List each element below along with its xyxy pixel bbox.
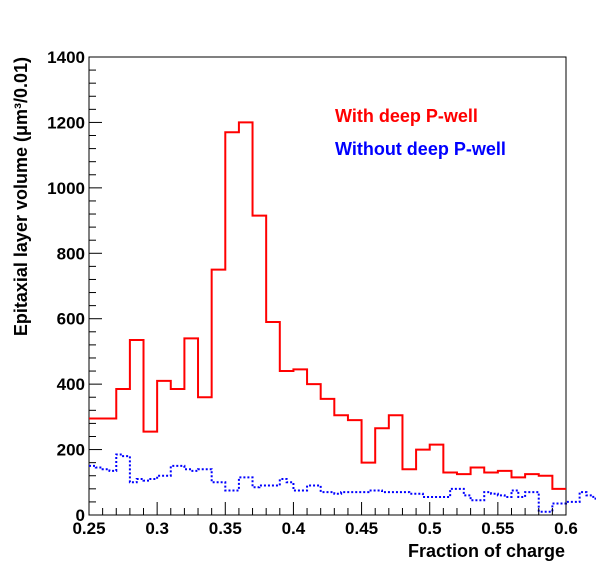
y-tick-label: 200	[57, 441, 85, 460]
y-tick-label: 600	[57, 310, 85, 329]
y-tick-label: 400	[57, 375, 85, 394]
x-tick-label: 0.6	[554, 519, 578, 538]
axes-layer: 0.25 0.3 0.35 0.4 0.45 0.5 0.55 0.6 0 200 400 600 80…	[47, 48, 578, 538]
x-tick-label: 0.35	[209, 519, 242, 538]
y-tick-label: 0	[76, 506, 85, 525]
series-with-deep-pwell	[89, 121, 566, 490]
x-tick-label: 0.3	[145, 519, 169, 538]
legend-label-with-deep-pwell: With deep P-well	[335, 106, 478, 126]
x-tick-label: 0.45	[345, 519, 378, 538]
x-tick-label: 0.4	[282, 519, 306, 538]
y-tick-label: 1000	[47, 179, 85, 198]
y-tick-label: 1200	[47, 113, 85, 132]
plot-frame	[88, 56, 567, 516]
y-tick-label: 1400	[47, 48, 85, 67]
y-axis-title: Epitaxial layer volume (μm³/0.01)	[11, 57, 31, 336]
legend-label-without-deep-pwell: Without deep P-well	[335, 139, 506, 159]
x-tick-label: 0.5	[418, 519, 442, 538]
series-layer	[89, 121, 596, 513]
x-axis-title: Fraction of charge	[408, 541, 565, 561]
x-tick-label: 0.25	[72, 519, 105, 538]
series-without-deep-pwell	[89, 453, 596, 513]
y-tick-label: 800	[57, 244, 85, 263]
x-tick-label: 0.55	[481, 519, 514, 538]
